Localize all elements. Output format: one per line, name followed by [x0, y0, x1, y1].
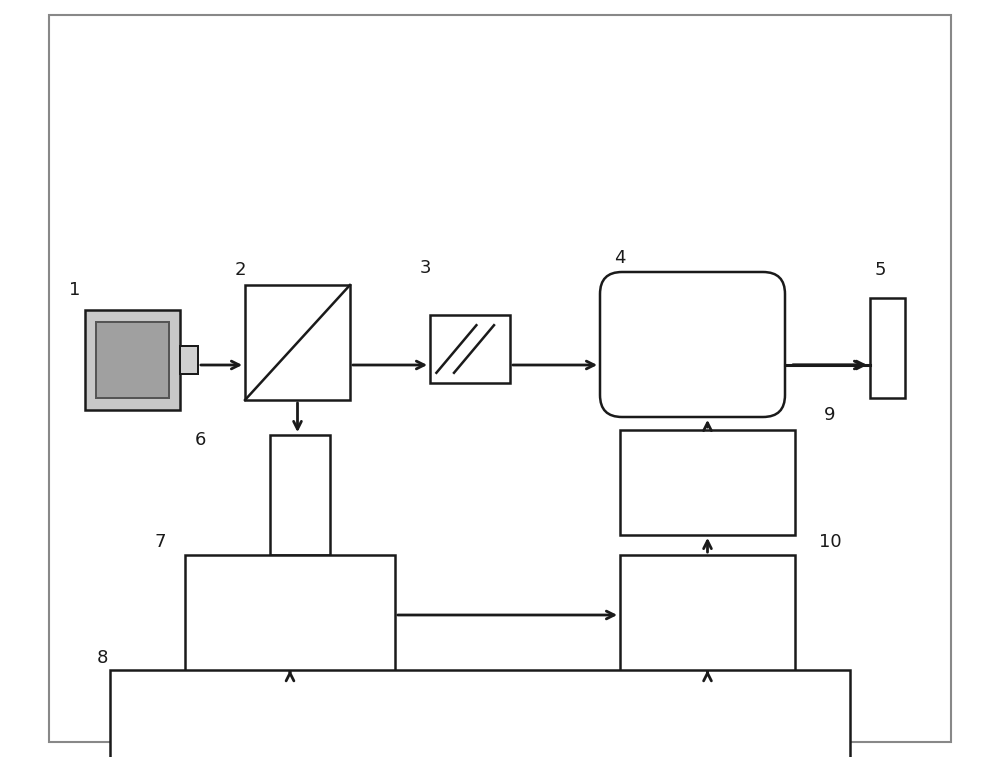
Bar [620, 430, 795, 535]
Bar [870, 298, 905, 398]
Text: 7: 7 [154, 533, 166, 551]
Text: 3: 3 [419, 259, 431, 277]
Bar [185, 555, 395, 675]
Text: 6: 6 [194, 431, 206, 449]
Bar [620, 555, 795, 675]
Text: 9: 9 [824, 406, 836, 424]
Text: 4: 4 [614, 249, 626, 267]
Text: 8: 8 [96, 649, 108, 667]
Bar [110, 670, 850, 757]
Text: 5: 5 [874, 261, 886, 279]
Bar [85, 310, 180, 410]
Bar [96, 322, 169, 398]
Text: 1: 1 [69, 281, 81, 299]
Bar [245, 285, 350, 400]
Text: 10: 10 [819, 533, 841, 551]
Bar [270, 435, 330, 555]
Bar [430, 315, 510, 383]
FancyBboxPatch shape [600, 272, 785, 417]
Text: 2: 2 [234, 261, 246, 279]
Bar [180, 346, 198, 374]
